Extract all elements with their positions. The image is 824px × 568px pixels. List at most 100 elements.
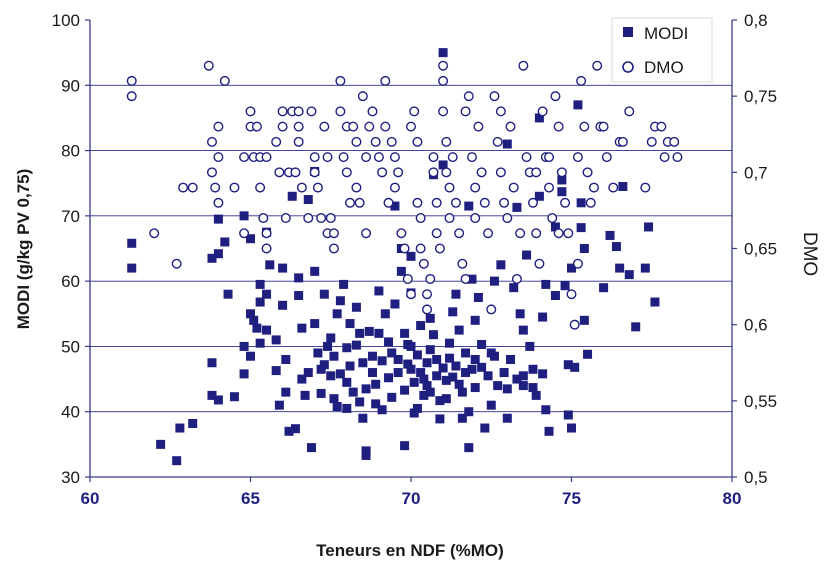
point-modi-70	[348, 387, 358, 397]
point-dmo-146	[582, 167, 593, 178]
point-modi-91	[387, 392, 397, 402]
point-dmo-13	[219, 75, 230, 86]
point-modi-197	[579, 315, 589, 325]
point-modi-74	[358, 358, 368, 368]
point-dmo-148	[588, 182, 599, 193]
point-modi-45	[303, 195, 313, 205]
point-modi-161	[502, 384, 512, 394]
point-dmo-166	[672, 152, 683, 163]
point-modi-113	[419, 374, 429, 384]
y-tick-label-100: 100	[52, 11, 80, 30]
point-dmo-40	[306, 106, 317, 117]
point-modi-160	[502, 139, 512, 149]
point-modi-155	[486, 400, 496, 410]
point-dmo-151	[598, 121, 609, 132]
point-dmo-119	[495, 167, 506, 178]
point-modi-169	[518, 371, 528, 381]
point-modi-122	[432, 371, 442, 381]
point-modi-147	[470, 354, 480, 364]
point-dmo-103	[450, 197, 461, 208]
point-dmo-123	[508, 182, 519, 193]
point-modi-16	[239, 369, 249, 379]
point-modi-214	[332, 401, 342, 411]
point-dmo-15	[239, 152, 250, 163]
point-modi-130	[445, 338, 455, 348]
point-modi-198	[583, 349, 593, 359]
point-modi-176	[534, 113, 544, 123]
point-modi-142	[464, 443, 474, 453]
point-modi-109	[412, 350, 422, 360]
point-modi-22	[252, 323, 262, 333]
point-dmo-28	[274, 167, 285, 178]
point-modi-62	[335, 296, 345, 306]
point-dmo-138	[556, 167, 567, 178]
point-dmo-97	[438, 106, 449, 117]
point-modi-71	[351, 302, 361, 312]
point-modi-23	[255, 279, 265, 289]
point-modi-93	[390, 299, 400, 309]
point-modi-75	[358, 413, 368, 423]
point-modi-179	[538, 369, 548, 379]
point-dmo-129	[527, 197, 538, 208]
point-modi-59	[329, 351, 339, 361]
point-dmo-76	[396, 228, 407, 239]
point-dmo-49	[328, 228, 339, 239]
y-tick-label-90: 90	[61, 76, 80, 95]
point-modi-77	[361, 446, 371, 456]
point-modi-117	[425, 345, 435, 355]
point-modi-112	[416, 368, 426, 378]
point-modi-191	[567, 263, 576, 273]
point-modi-177	[534, 191, 544, 201]
point-modi-24	[255, 297, 265, 307]
point-modi-17	[239, 341, 249, 351]
point-modi-0	[127, 238, 137, 248]
point-dmo-130	[531, 228, 542, 239]
point-modi-199	[599, 283, 609, 293]
axes	[85, 19, 737, 482]
point-modi-158	[496, 260, 506, 270]
point-modi-208	[650, 297, 660, 307]
point-dmo-131	[534, 258, 545, 269]
point-dmo-83	[412, 197, 423, 208]
point-dmo-56	[345, 197, 356, 208]
point-dmo-165	[669, 136, 680, 147]
point-modi-51	[313, 348, 323, 358]
x-tick-label-60: 60	[81, 489, 100, 508]
point-modi-66	[342, 377, 352, 387]
point-dmo-74	[389, 182, 400, 193]
point-modi-187	[560, 281, 570, 291]
point-modi-72	[351, 340, 361, 350]
legend-marker-dmo	[622, 61, 634, 73]
point-modi-178	[538, 312, 548, 322]
point-modi-150	[477, 339, 487, 349]
point-dmo-116	[486, 304, 497, 315]
point-modi-42	[297, 323, 307, 333]
x-tick-label-70: 70	[402, 489, 421, 508]
point-modi-76	[361, 384, 371, 394]
point-dmo-41	[309, 152, 320, 163]
point-modi-120	[428, 330, 438, 340]
point-modi-162	[502, 413, 512, 423]
point-modi-87	[377, 405, 387, 415]
point-modi-49	[310, 266, 320, 276]
point-modi-210	[451, 289, 461, 299]
data-points	[126, 45, 683, 466]
point-modi-168	[518, 325, 528, 335]
point-modi-11	[213, 395, 223, 405]
point-dmo-153	[608, 182, 619, 193]
point-dmo-78	[402, 273, 413, 284]
point-dmo-99	[441, 167, 452, 178]
point-modi-131	[445, 353, 455, 363]
point-dmo-167	[531, 167, 542, 178]
point-modi-183	[550, 222, 560, 232]
point-modi-36	[281, 387, 291, 397]
point-modi-173	[528, 364, 538, 374]
point-dmo-2	[149, 228, 160, 239]
point-dmo-30	[277, 121, 288, 132]
point-modi-80	[367, 351, 377, 361]
point-modi-57	[326, 333, 336, 343]
point-dmo-85	[415, 243, 426, 254]
point-dmo-70	[380, 121, 391, 132]
point-modi-60	[329, 394, 339, 404]
